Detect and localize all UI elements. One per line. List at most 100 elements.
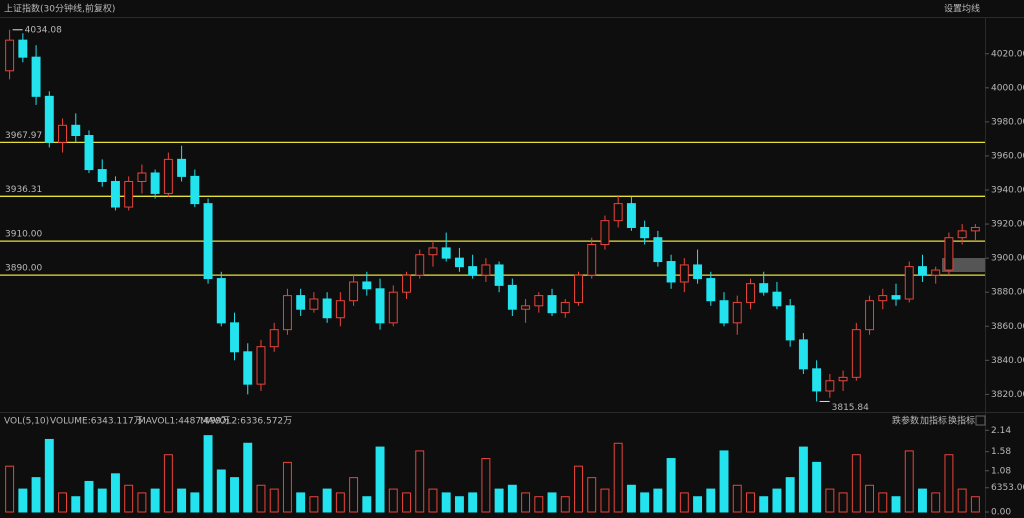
volume-bar [957,488,967,513]
candle-body [58,124,68,143]
volume-bar [150,488,160,513]
annotation: 3815.84 [832,403,869,413]
volume-bar [732,484,742,513]
candle-body [335,300,345,319]
candle-body [388,291,398,324]
candle-body [203,203,213,280]
candle-body [97,169,107,182]
volume-bar [110,473,120,513]
volume-bar [534,496,544,513]
volume-bar [137,492,147,513]
volume-bar [269,488,279,513]
volume-bar [521,492,531,513]
volume-bar [428,488,438,513]
vol-volume: VOLUME:6343.117万 [50,417,143,427]
volume-bar [18,488,28,513]
y-tick-label: 3980.00 [991,117,1024,127]
volume-bar [335,492,345,513]
volume-bar [5,465,15,513]
candle-body [547,295,557,314]
volume-bar [31,477,41,513]
volume-bar [454,496,464,513]
level-label: 3967.97 [5,131,42,141]
level-label: 3890.00 [5,264,42,274]
subtitle: (30分钟线,前复权) [40,3,115,15]
candle-body [746,283,755,303]
volume-bar [256,484,266,513]
volume-bar [282,461,292,513]
candle-body [931,269,941,276]
candle-body [838,376,848,382]
y-tick-label: 3880.00 [991,288,1024,298]
volume-bar [177,488,187,513]
y-tick-label: 3940.00 [991,186,1024,196]
candle-body [626,203,636,228]
volume-bar [574,465,583,513]
candle-body [415,254,425,276]
volume-bar [494,488,504,513]
volume-bar [547,492,557,513]
candle-body [825,380,835,392]
volume-bar [944,454,954,513]
volume-bar [917,488,927,513]
candle-body [507,284,517,310]
vol-mavol2: MAVOL2:6336.572万 [200,417,292,427]
volume-bar [759,496,769,513]
y-tick-label: 4020.00 [991,49,1024,59]
volume-bar [772,488,782,513]
vol-tick-label: 2.14 [991,426,1011,436]
candle-body [375,288,385,324]
vol-mavol1: MAVOL1:4487.499万 [138,417,230,427]
volume-bar [349,477,359,513]
candle-body [812,368,822,392]
candle-body [534,295,544,307]
volume-bar [970,496,980,513]
candle-body [230,322,239,353]
candle-body [865,300,875,331]
volume-bar [441,492,451,513]
volume-bar [706,488,716,513]
candle-body [84,135,94,171]
vol-button[interactable]: 加指标 [920,415,947,427]
candle-body [269,329,279,348]
vol-header: VOL(5,10) [4,417,49,427]
candle-body [468,266,478,276]
volume-bar [84,480,94,513]
vol-button[interactable]: 跌参数 [892,415,919,427]
volume-bar [746,492,755,513]
volume-bar [309,496,319,513]
volume-bar [507,484,517,513]
candle-body [560,301,570,314]
candle-body [216,278,226,324]
candle-body [970,226,980,232]
volume-bar [243,442,253,513]
settings-button[interactable]: 设置均线 [944,3,980,15]
candle-body [521,305,531,310]
candle-body [719,300,729,324]
vol-tick-label: 1.08 [991,466,1011,476]
candle-body [798,339,808,370]
candle-body [163,158,173,194]
vol-button[interactable]: 换指标 [948,415,975,427]
candle-body [759,283,769,293]
candle-body [402,274,411,293]
candle-body [878,295,888,302]
volume-bar [230,477,239,513]
candle-body [190,175,200,205]
vol-tick-label: 1.58 [991,447,1011,457]
candle-body [891,295,901,300]
volume-bar [878,492,888,513]
candle-body [785,305,795,341]
volume-bar [362,496,372,513]
candle-body [282,295,292,331]
y-tick-label: 3820.00 [991,390,1024,400]
close-button[interactable] [975,415,986,426]
volume-bar [468,492,478,513]
candle-body [243,351,253,385]
volume-bar [415,450,425,513]
volume-bar [163,454,173,513]
candle-body [362,281,372,290]
candle-body [322,298,332,319]
candle-body [256,346,266,385]
